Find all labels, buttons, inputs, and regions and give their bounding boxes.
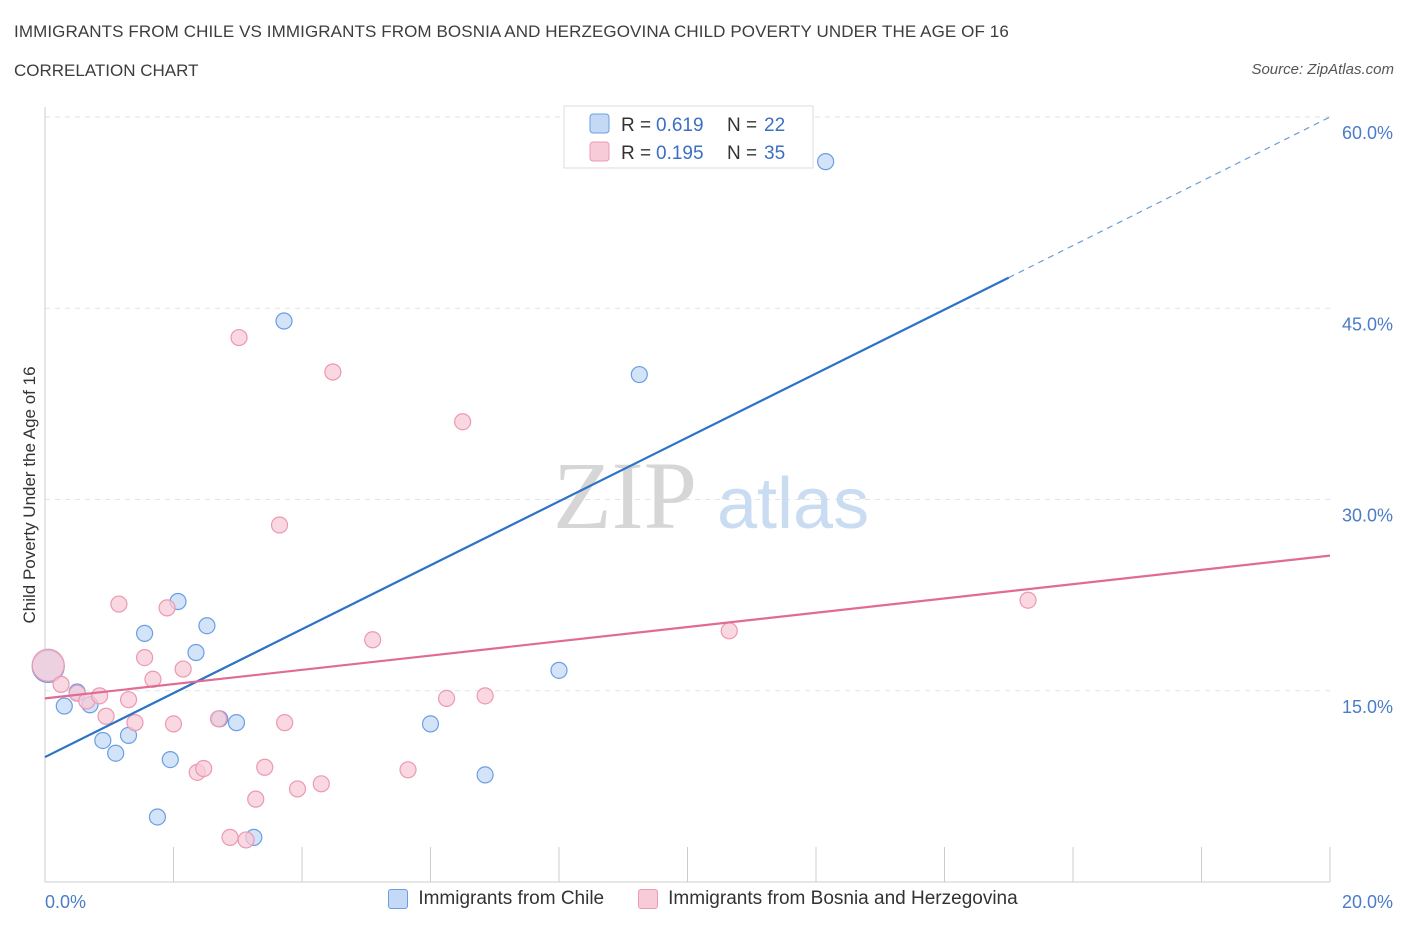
tick-labels: 15.0% 30.0% 45.0% 60.0% 0.0% 20.0% — [45, 123, 1393, 912]
point-chile — [275, 312, 293, 330]
point-bosnia — [720, 622, 738, 640]
point-bosnia — [1019, 591, 1037, 609]
point-bosnia — [195, 759, 213, 778]
point-bosnia — [324, 363, 342, 381]
point-bosnia — [31, 648, 65, 682]
trend-line-bosnia — [44, 554, 1331, 700]
point-bosnia — [209, 710, 228, 728]
legend-label-chile: Immigrants from Chile — [418, 888, 605, 909]
legend-item-chile: Immigrants from Chile — [388, 888, 604, 910]
point-bosnia — [158, 599, 176, 617]
source-label: Source: ZipAtlas.com — [1251, 61, 1394, 78]
chart-subtitle: CORRELATION CHART — [14, 61, 199, 80]
legend-r-label-chile: R = — [621, 115, 651, 136]
legend-label-bosnia: Immigrants from Bosnia and Herzegovina — [668, 888, 1018, 909]
trend-line-chile — [44, 276, 1010, 759]
legend-swatch-bosnia — [589, 141, 610, 162]
point-bosnia — [276, 714, 294, 732]
point-chile — [630, 365, 648, 384]
legend-n-value-bosnia: 35 — [764, 143, 785, 164]
legend-item-bosnia: Immigrants from Bosnia and Herzegovina — [638, 888, 1018, 910]
point-bosnia — [454, 413, 472, 431]
point-bosnia — [399, 761, 417, 779]
point-chile — [227, 714, 246, 732]
legend-swatch-chile — [589, 113, 610, 134]
point-bosnia — [164, 715, 183, 733]
watermark-zip: ZIP — [553, 442, 697, 549]
x-tick-label: 20.0% — [1342, 892, 1393, 912]
legend-r-value-chile: 0.619 — [656, 115, 704, 136]
point-bosnia — [256, 758, 274, 776]
point-bosnia — [91, 687, 109, 705]
point-bosnia — [288, 780, 307, 798]
legend-r-value-bosnia: 0.195 — [656, 143, 704, 164]
trend-lines — [44, 116, 1331, 759]
legend-swatch-chile-bottom — [388, 889, 409, 909]
y-tick-label: 15.0% — [1342, 697, 1393, 717]
y-tick-label: 45.0% — [1342, 314, 1393, 334]
point-bosnia — [437, 689, 456, 708]
grid-lines — [45, 116, 1330, 692]
point-bosnia — [52, 675, 70, 693]
point-chile — [421, 715, 440, 733]
point-bosnia — [270, 516, 289, 534]
point-chile — [94, 731, 112, 750]
point-bosnia — [174, 660, 192, 678]
data-points — [31, 153, 1037, 849]
point-chile — [148, 808, 167, 826]
chart-title: IMMIGRANTS FROM CHILE VS IMMIGRANTS FROM… — [14, 22, 1009, 41]
point-chile — [107, 744, 125, 762]
point-chile — [161, 750, 179, 769]
point-bosnia — [364, 631, 382, 649]
stats-legend: R = 0.619 N = 22 R = 0.195 N = 35 — [563, 105, 814, 169]
point-bosnia — [312, 775, 330, 793]
point-chile — [476, 766, 494, 784]
y-tick-label: 30.0% — [1342, 506, 1393, 526]
y-tick-label: 60.0% — [1342, 123, 1393, 143]
point-bosnia — [237, 831, 255, 849]
legend-n-label-bosnia: N = — [727, 143, 757, 164]
point-chile — [198, 617, 216, 635]
point-chile — [187, 643, 205, 662]
legend-n-label-chile: N = — [727, 115, 757, 136]
point-chile — [55, 697, 73, 715]
point-bosnia — [110, 595, 128, 613]
point-bosnia — [135, 648, 154, 667]
axes — [44, 107, 1331, 883]
point-chile — [550, 661, 568, 679]
trend-line-chile-extension — [1008, 116, 1331, 279]
point-bosnia — [119, 691, 138, 709]
point-bosnia — [230, 328, 248, 347]
legend-n-value-chile: 22 — [764, 115, 785, 136]
point-chile — [817, 153, 835, 171]
series-legend: Immigrants from Chile Immigrants from Bo… — [0, 888, 1406, 910]
point-bosnia — [126, 714, 144, 732]
point-bosnia — [247, 790, 265, 808]
legend-r-label-bosnia: R = — [621, 143, 651, 164]
watermark-atlas: atlas — [717, 464, 869, 544]
x-tick-label: 0.0% — [45, 892, 86, 912]
point-bosnia — [97, 707, 115, 725]
point-bosnia — [221, 828, 239, 846]
legend-swatch-bosnia-bottom — [638, 889, 659, 909]
point-bosnia — [476, 687, 494, 705]
point-chile — [135, 624, 154, 642]
